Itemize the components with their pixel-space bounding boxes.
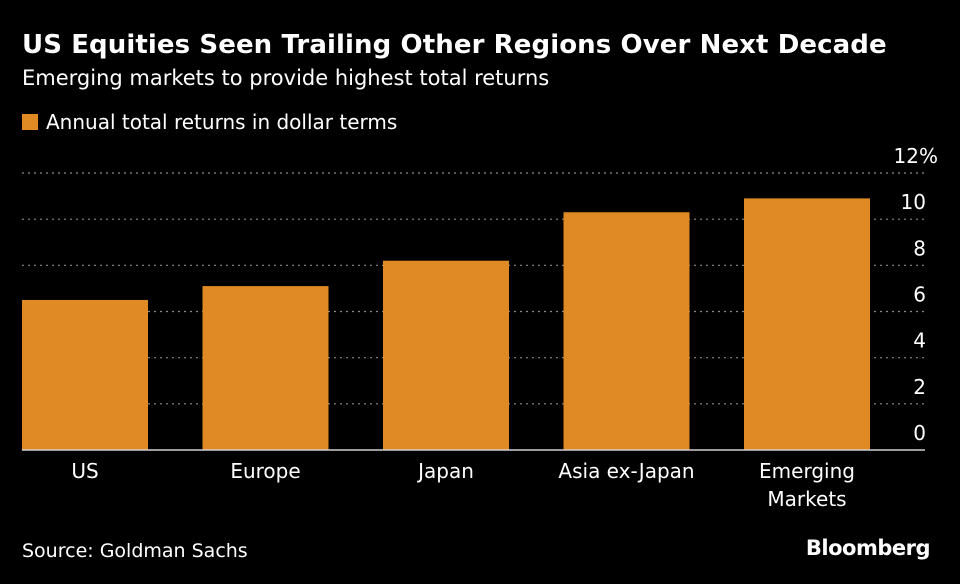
y-tick-label: 2 — [913, 375, 926, 399]
legend-label: Annual total returns in dollar terms — [46, 110, 398, 134]
y-tick-label: 4 — [913, 329, 926, 353]
y-tick-label: 12% — [894, 144, 938, 168]
bar — [202, 286, 329, 450]
x-tick-label: Asia ex-Japan — [558, 459, 694, 483]
x-tick-label: Markets — [767, 487, 846, 511]
bar — [563, 212, 690, 450]
x-tick-label: Japan — [416, 459, 474, 483]
chart-subtitle: Emerging markets to provide highest tota… — [22, 66, 550, 90]
bar — [22, 299, 148, 450]
y-tick-label: 10 — [901, 190, 926, 214]
y-tick-label: 0 — [913, 421, 926, 445]
x-tick-label: Emerging — [759, 459, 855, 483]
source-note: Source: Goldman Sachs — [22, 540, 248, 562]
bar — [383, 260, 509, 450]
x-tick-label: Europe — [230, 459, 300, 483]
legend-swatch — [22, 114, 38, 130]
brand-logo: Bloomberg — [805, 536, 931, 560]
legend: Annual total returns in dollar terms — [22, 110, 397, 134]
bar — [744, 198, 870, 450]
chart-title: US Equities Seen Trailing Other Regions … — [22, 30, 887, 60]
x-tick-label: US — [71, 459, 98, 483]
y-tick-label: 8 — [913, 236, 926, 260]
y-tick-label: 6 — [913, 283, 926, 307]
